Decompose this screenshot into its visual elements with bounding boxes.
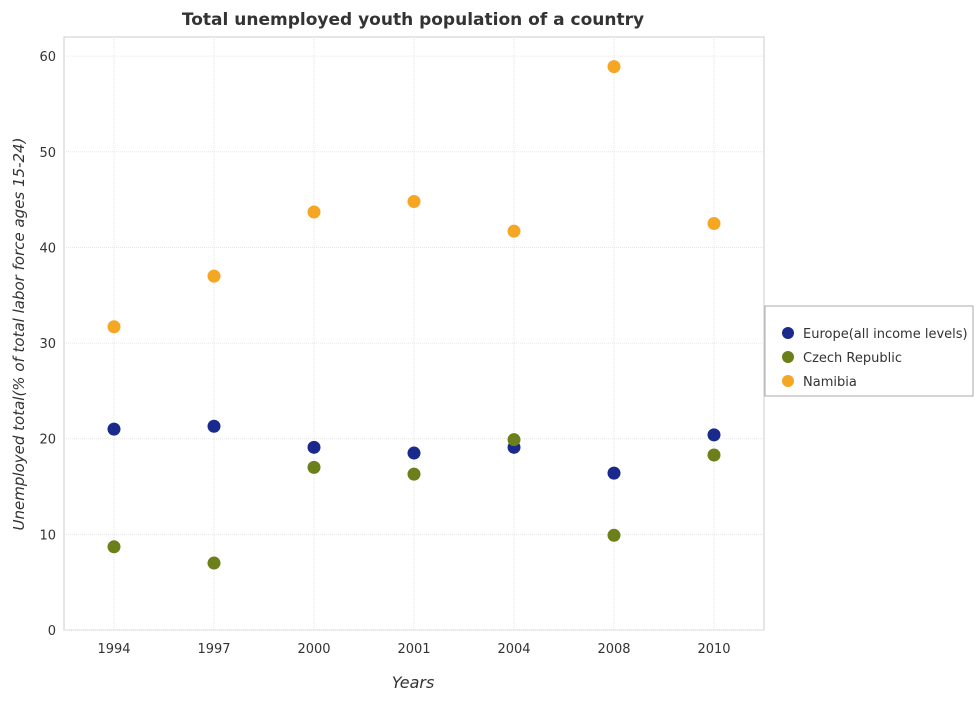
y-tick-labels: 0 10 20 30 40 50 60: [39, 50, 56, 639]
y-tick-label: 10: [39, 528, 56, 543]
chart-title: Total unemployed youth population of a c…: [182, 10, 644, 30]
data-point: [507, 224, 521, 238]
data-points: [107, 60, 721, 570]
data-point: [207, 419, 221, 433]
data-point: [707, 217, 721, 231]
legend-marker: [782, 375, 794, 387]
y-tick-label: 20: [39, 433, 56, 448]
x-tick-labels: 1994 1997 2000 2001 2004 2008 2010: [97, 642, 730, 657]
data-point: [607, 60, 621, 74]
legend-label: Czech Republic: [803, 351, 902, 366]
y-tick-label: 60: [39, 50, 56, 65]
data-point: [307, 205, 321, 219]
x-tick-label: 2000: [297, 642, 330, 657]
x-tick-label: 1997: [197, 642, 230, 657]
data-point: [307, 440, 321, 454]
y-tick-label: 0: [48, 624, 56, 639]
legend-marker: [782, 327, 794, 339]
data-point: [207, 269, 221, 283]
data-point: [407, 195, 421, 209]
x-tick-label: 2010: [697, 642, 730, 657]
x-tick-label: 2001: [397, 642, 430, 657]
data-point: [107, 320, 121, 334]
data-point: [107, 540, 121, 554]
y-tick-label: 50: [39, 146, 56, 161]
data-point: [407, 446, 421, 460]
y-tick-label: 30: [39, 337, 56, 352]
legend-label: Europe(all income levels): [803, 327, 968, 342]
y-axis-label: Unemployed total(% of total labor force …: [10, 138, 28, 531]
x-tick-label: 2008: [597, 642, 630, 657]
data-point: [707, 428, 721, 442]
data-point: [607, 466, 621, 480]
x-axis-label: Years: [392, 673, 435, 692]
data-point: [107, 422, 121, 436]
data-point: [607, 528, 621, 542]
legend-box: [764, 305, 974, 397]
data-point: [207, 556, 221, 570]
legend-label: Namibia: [803, 375, 857, 390]
x-tick-label: 2004: [497, 642, 530, 657]
y-tick-label: 40: [39, 241, 56, 256]
data-point: [507, 433, 521, 447]
data-point: [707, 448, 721, 462]
x-tick-label: 1994: [97, 642, 130, 657]
data-point: [307, 460, 321, 474]
legend-marker: [782, 351, 794, 363]
legend: Europe(all income levels) Czech Republic N…: [764, 305, 974, 397]
data-point: [407, 467, 421, 481]
grid-lines: [64, 37, 764, 631]
